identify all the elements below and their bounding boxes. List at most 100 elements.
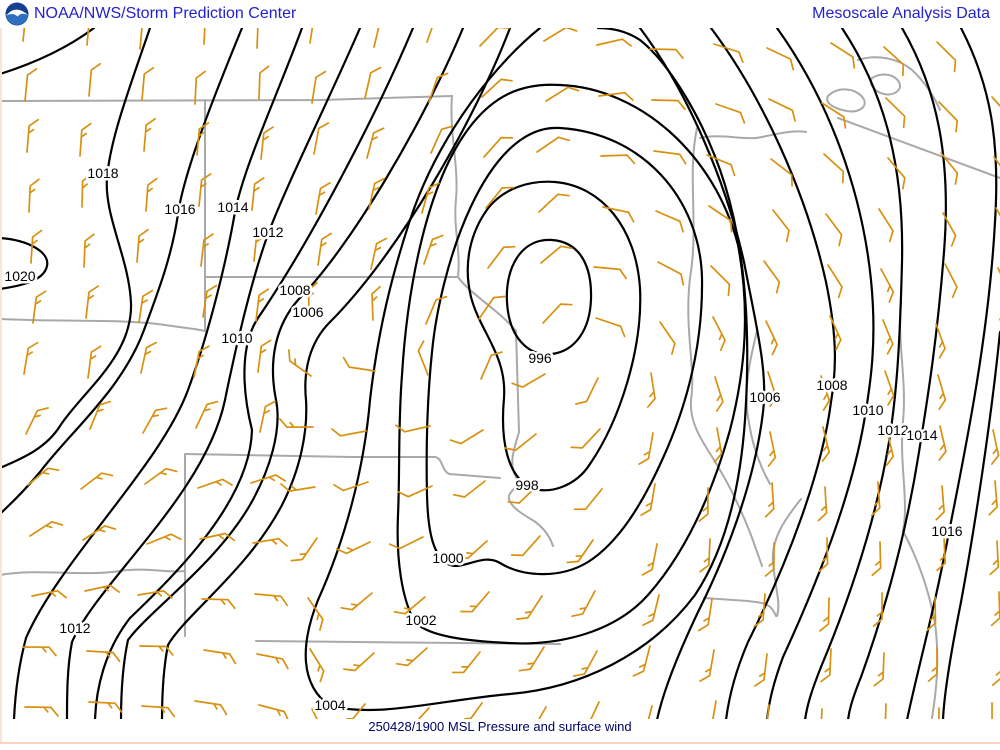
wind-barb [995, 207, 1000, 217]
wind-barb [136, 228, 149, 263]
wind-barb [642, 594, 660, 626]
wind-barb [430, 125, 454, 154]
wind-barb [86, 28, 90, 46]
isobar-1002 [396, 83, 747, 645]
isobar-1016 [906, 28, 998, 719]
wind-barb [203, 649, 237, 665]
wind-barb [315, 182, 331, 215]
wind-barb [201, 598, 236, 610]
isobar-label: 1000 [432, 550, 463, 566]
site-title-link[interactable]: NOAA/NWS/Storm Prediction Center [34, 5, 297, 22]
wind-barb [29, 520, 64, 537]
wind-barb [937, 374, 947, 410]
wind-barb [878, 208, 894, 243]
wind-barb [714, 376, 724, 412]
state-border [0, 318, 206, 332]
wind-barb [765, 320, 778, 356]
wind-barb [331, 428, 367, 437]
isobar-1012 [65, 28, 362, 719]
wind-barb [768, 98, 796, 122]
isobar-1000 [425, 126, 704, 576]
wind-barb [393, 596, 426, 615]
mesoscale-analysis-link[interactable]: Mesoscale Analysis Data [812, 5, 990, 22]
isobar-label: 1006 [292, 304, 323, 320]
wind-barb [602, 206, 635, 223]
wind-barb [657, 261, 685, 286]
wind-barb [504, 433, 537, 452]
wind-barb [146, 533, 182, 545]
wind-barb [197, 478, 233, 489]
wind-barb [317, 232, 332, 266]
wind-barb [870, 481, 881, 517]
wind-barb [290, 537, 318, 562]
wind-barb [342, 356, 376, 372]
wind-barb [884, 370, 895, 406]
wind-barb [883, 46, 905, 77]
state-border [857, 56, 941, 111]
wind-barb [395, 647, 428, 667]
wind-barb [766, 47, 795, 71]
wind-barb [699, 538, 711, 573]
isobar-1018 [941, 330, 1000, 719]
wind-barb [935, 323, 946, 359]
wind-barb [511, 373, 546, 388]
wind-barb [710, 265, 731, 297]
wind-barb [397, 485, 433, 498]
wind-barb [460, 591, 490, 613]
isobar-1018 [0, 28, 152, 470]
wind-barb [988, 480, 998, 516]
wind-barb [763, 260, 781, 294]
state-border [450, 95, 460, 278]
wind-barb [575, 377, 599, 405]
wind-barb [713, 427, 723, 463]
state-border [703, 597, 777, 617]
wind-barb [659, 321, 676, 355]
wind-barb [417, 340, 429, 376]
wind-barb [259, 400, 276, 433]
wind-barb [195, 400, 219, 429]
wind-barb [487, 245, 516, 269]
frame-bottom-border [0, 742, 1000, 744]
wind-barb [388, 536, 424, 550]
wind-barb [884, 703, 887, 719]
wind-barb [593, 266, 627, 280]
wind-barb [516, 595, 543, 620]
wind-barb [708, 205, 733, 233]
wind-barb [251, 177, 265, 211]
wind-barb [311, 708, 318, 719]
wind-barb [885, 97, 906, 129]
wind-barb [253, 228, 267, 262]
wind-barb [425, 295, 448, 325]
isobar-label: 1016 [931, 523, 962, 539]
wind-barb [572, 650, 598, 677]
wind-barb [706, 154, 736, 177]
state-border [0, 95, 453, 102]
wind-barb [542, 303, 573, 324]
wind-barb [81, 173, 92, 208]
isobar-1020 [0, 28, 96, 76]
isobar-996 [505, 238, 593, 356]
wind-barb [699, 649, 715, 682]
wind-barb [598, 91, 634, 101]
wind-barb [203, 28, 206, 45]
wind-barb [478, 295, 506, 320]
wind-barb [820, 648, 832, 683]
wind-barb [27, 467, 60, 486]
isobar-label: 1012 [252, 224, 283, 240]
isobar-1014 [12, 28, 304, 719]
wind-barb [507, 484, 539, 504]
wind-barb [640, 483, 656, 516]
wind-barb [871, 541, 882, 577]
wind-barb [481, 78, 513, 98]
isobar-1010 [766, 28, 875, 719]
wind-barb [145, 177, 158, 212]
isobar-label: 1006 [749, 389, 780, 405]
wind-barb [258, 65, 270, 100]
isobar-1006 [638, 28, 766, 719]
wind-barb [698, 487, 709, 522]
wind-barb [715, 103, 746, 124]
wind-barb [32, 290, 47, 324]
wind-barb [26, 118, 39, 153]
isobar-label: 1008 [279, 282, 310, 298]
